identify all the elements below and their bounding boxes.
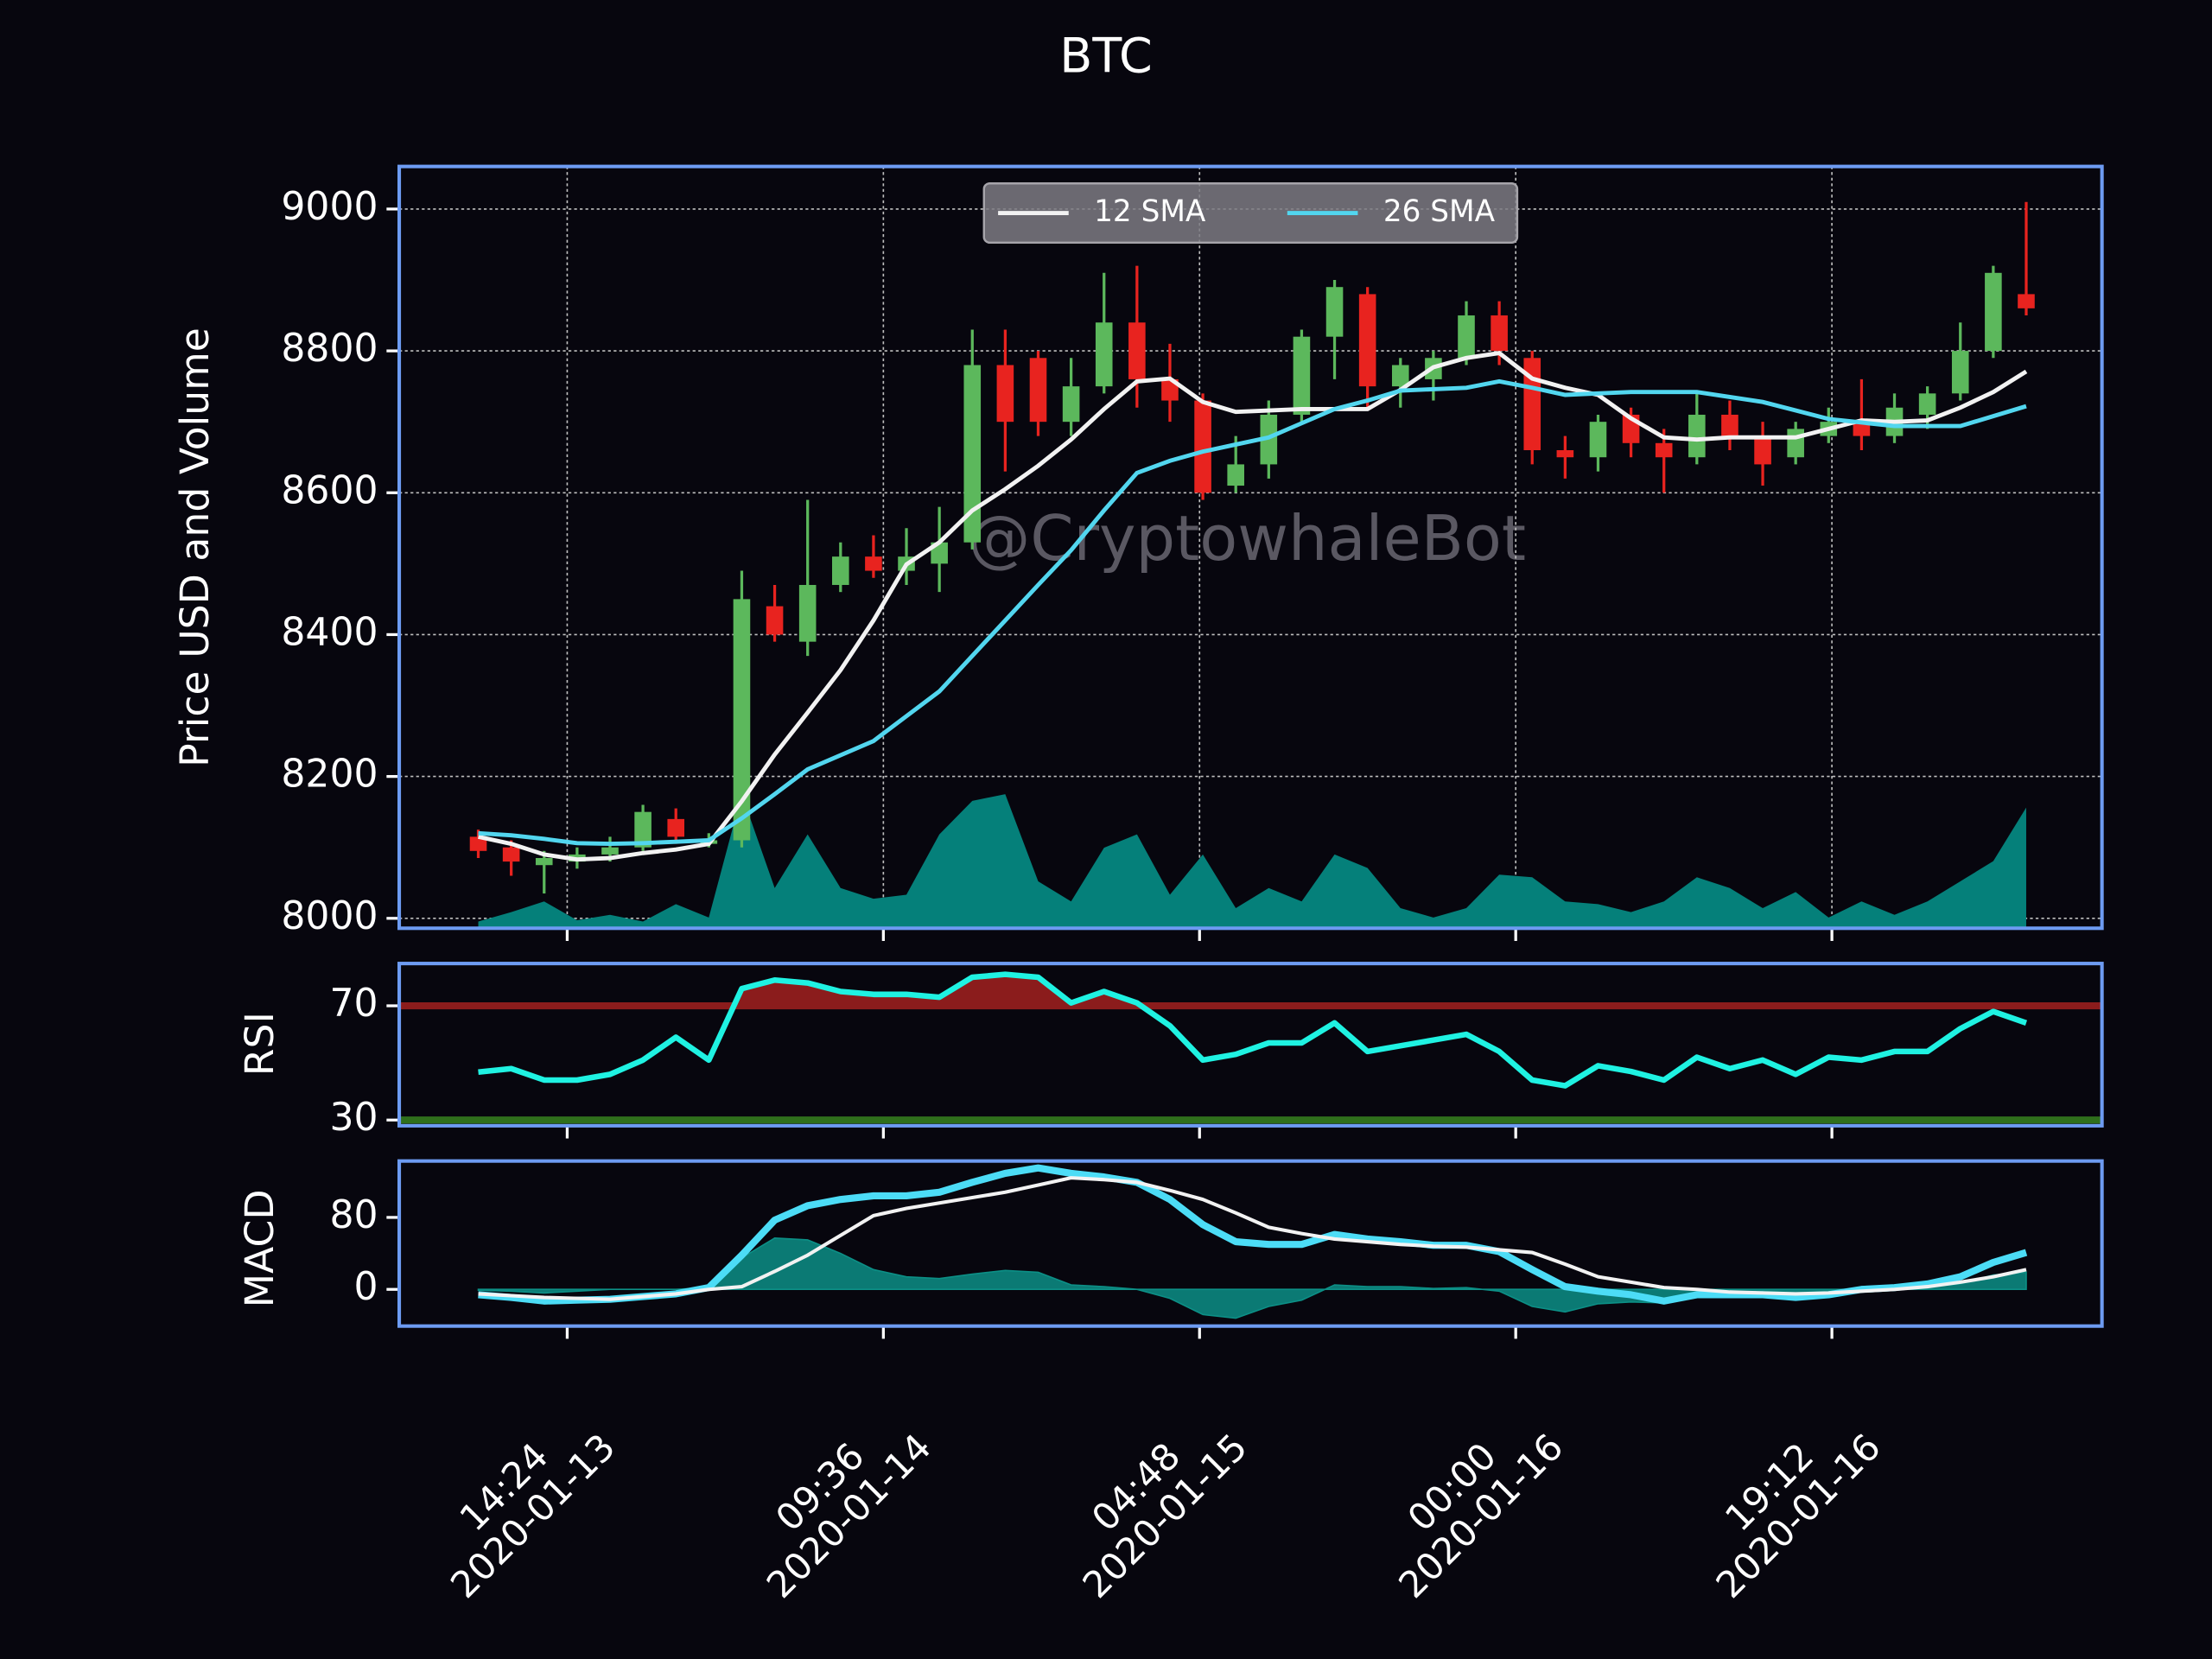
- candle-body: [1985, 272, 2002, 352]
- overbought-fill: [734, 974, 1141, 1007]
- y-tick-label: 9000: [281, 185, 378, 229]
- candle-body: [469, 836, 487, 851]
- histogram-area: [477, 1237, 2027, 1319]
- candle-body: [1095, 322, 1113, 387]
- y-tick-label: 30: [329, 1096, 378, 1140]
- candle-body: [502, 847, 520, 862]
- y-tick-label: 8600: [281, 468, 378, 512]
- legend-label: 12 SMA: [1094, 194, 1206, 229]
- line: [478, 1176, 2027, 1301]
- candle-body: [1918, 393, 1936, 415]
- candle-body: [1029, 358, 1047, 423]
- candle-body: [601, 847, 619, 855]
- candle-body: [667, 818, 685, 837]
- line: [478, 971, 2028, 1089]
- candle-body: [1721, 414, 1738, 436]
- watermark: @CryptowhaleBot: [968, 502, 1526, 575]
- y-tick-label: 80: [329, 1193, 378, 1237]
- candle-body: [1491, 315, 1508, 352]
- legend-label: 26 SMA: [1383, 194, 1496, 229]
- y-tick-label: 8800: [281, 327, 378, 371]
- candle-body: [1391, 365, 1409, 387]
- candle-body: [1325, 287, 1344, 337]
- candle-body: [1688, 414, 1706, 458]
- candle-body: [2018, 294, 2035, 308]
- candle-body: [766, 606, 784, 635]
- candle-body: [1161, 378, 1179, 401]
- candle-body: [634, 811, 652, 848]
- line: [478, 1164, 2028, 1305]
- y-axis-label: MACD: [237, 1189, 283, 1307]
- candle-body: [1655, 442, 1673, 458]
- candle-body: [1227, 464, 1244, 486]
- candle-body: [1194, 400, 1211, 493]
- volume-area: [478, 794, 2026, 929]
- candle-body: [535, 858, 553, 866]
- candle-body: [1128, 322, 1146, 379]
- candle-body: [798, 584, 817, 642]
- sma-line: [478, 378, 2027, 847]
- y-axis-label: Price USD and Volume: [172, 327, 218, 767]
- candle-body: [1787, 429, 1804, 458]
- axes-frame: [397, 962, 2104, 1128]
- chart-title: BTC: [1059, 29, 1152, 85]
- candle-body: [1754, 435, 1771, 465]
- candle-body: [1293, 336, 1311, 415]
- candle-body: [733, 599, 751, 841]
- y-tick-label: 0: [354, 1265, 378, 1309]
- candle-body: [963, 365, 982, 543]
- legend-box: [982, 182, 1519, 245]
- candle-body: [1458, 315, 1475, 359]
- candle-body: [996, 365, 1014, 423]
- y-tick-label: 8000: [281, 894, 378, 938]
- candle-body: [832, 556, 849, 585]
- y-tick-label: 8200: [281, 753, 378, 797]
- y-tick-label: 8400: [281, 610, 378, 654]
- candle-body: [1951, 351, 1969, 394]
- sma-line: [478, 350, 2028, 862]
- axes-frame: [397, 164, 2104, 931]
- legend: 12 SMA 26 SMA: [982, 182, 1519, 245]
- y-axis-label: RSI: [237, 1012, 283, 1076]
- candle-body: [1358, 294, 1376, 387]
- y-tick-label: 70: [329, 982, 378, 1026]
- candle-body: [1556, 450, 1574, 458]
- candle-body: [1589, 422, 1607, 458]
- axes-frame: [397, 1159, 2104, 1328]
- candle-body: [1062, 386, 1080, 423]
- candle-body: [865, 556, 882, 571]
- candle-body: [1853, 422, 1871, 436]
